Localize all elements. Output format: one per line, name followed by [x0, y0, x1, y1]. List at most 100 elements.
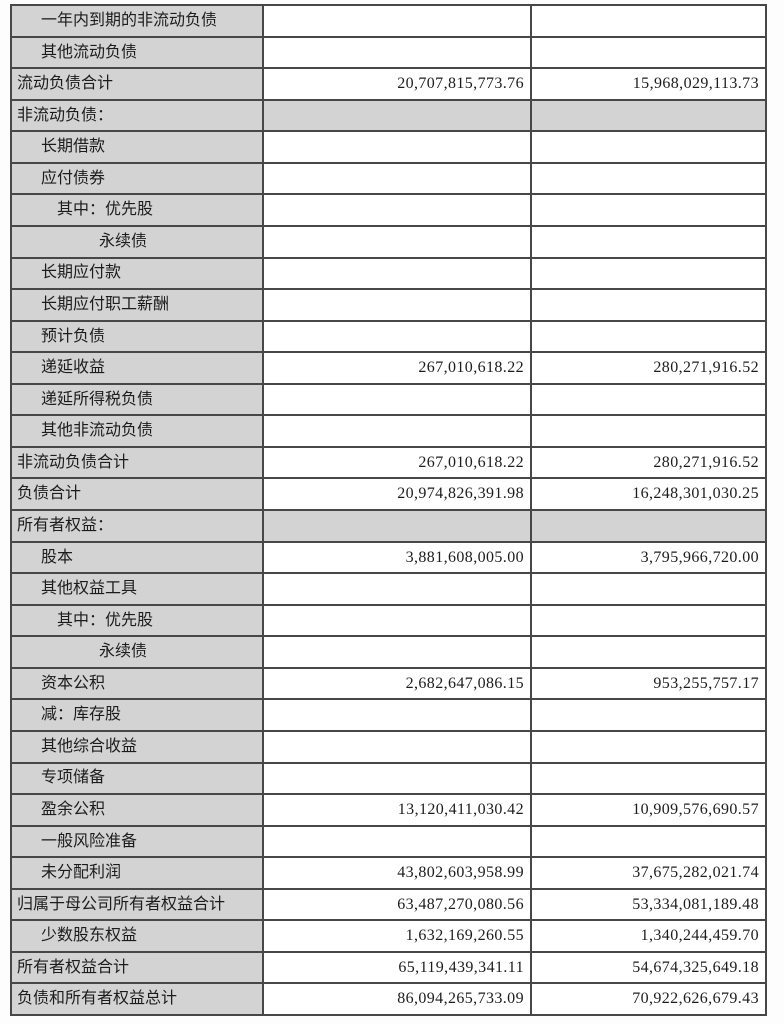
row-value-prior: [530, 414, 767, 448]
row-value-current: [262, 414, 532, 448]
row-value-current: [262, 761, 532, 796]
row-label-cell: 归属于母公司所有者权益合计: [10, 887, 264, 922]
row-value-prior: [530, 603, 767, 638]
row-value-current: [262, 319, 532, 354]
row-label: 其他流动负债: [41, 43, 138, 61]
row-label-cell: 递延所得税负债: [10, 382, 264, 417]
row-label-cell: 其中：优先股: [10, 603, 264, 638]
row-label-cell: 减：库存股: [10, 698, 264, 732]
row-value-prior: [530, 729, 767, 764]
row-label: 非流动负债合计: [17, 453, 130, 471]
table-row: 减：库存股: [10, 698, 767, 732]
row-value-prior: [530, 193, 767, 227]
row-label: 未分配利润: [41, 864, 122, 882]
table-row: 非流动负债：: [10, 98, 767, 133]
table-row: 负债和所有者权益总计 86,094,265,733.09 70,922,626,…: [10, 982, 767, 1016]
table-row: 所有者权益：: [10, 509, 767, 543]
row-value-current: [262, 382, 532, 417]
row-label: 长期应付职工薪酬: [41, 296, 170, 314]
row-value-prior: [530, 509, 767, 543]
row-value-current: [262, 824, 532, 859]
table-row: 递延收益 267,010,618.22 280,271,916.52: [10, 351, 767, 385]
row-value-prior: [530, 98, 767, 133]
row-value-prior: [530, 761, 767, 796]
row-value-prior: [530, 698, 767, 732]
row-value-current: 65,119,439,341.11: [262, 950, 532, 985]
row-label: 股本: [41, 548, 74, 566]
row-value-prior: [530, 824, 767, 859]
row-value-current: [262, 635, 532, 669]
row-label-cell: 专项储备: [10, 761, 264, 796]
table-row: 一般风险准备: [10, 824, 767, 859]
row-value-current: [262, 603, 532, 638]
row-label-cell: 递延收益: [10, 351, 264, 385]
row-value-current: 267,010,618.22: [262, 445, 532, 480]
table-row: 其中：优先股: [10, 603, 767, 638]
row-label: 递延收益: [41, 359, 106, 377]
row-label-cell: 盈余公积: [10, 793, 264, 827]
table-row: 所有者权益合计 65,119,439,341.11 54,674,325,649…: [10, 950, 767, 985]
row-value-current: [262, 193, 532, 227]
row-value-current: [262, 288, 532, 322]
balance-sheet-body: 一年内到期的非流动负债 其他流动负债 流动负债合计 20,707,815,773…: [10, 4, 767, 1016]
row-label-cell: 应付债券: [10, 161, 264, 196]
table-row: 流动负债合计 20,707,815,773.76 15,968,029,113.…: [10, 67, 767, 101]
row-label-cell: 长期借款: [10, 130, 264, 164]
row-value-prior: 16,248,301,030.25: [530, 477, 767, 511]
table-row: 预计负债: [10, 319, 767, 354]
table-row: 其他流动负债: [10, 35, 767, 70]
row-label: 专项储备: [41, 769, 106, 787]
row-value-prior: 15,968,029,113.73: [530, 67, 767, 101]
row-value-prior: 54,674,325,649.18: [530, 950, 767, 985]
row-value-current: [262, 729, 532, 764]
row-label-cell: 资本公积: [10, 666, 264, 701]
row-value-prior: 10,909,576,690.57: [530, 793, 767, 827]
table-row: 永续债: [10, 635, 767, 669]
table-row: 未分配利润 43,802,603,958.99 37,675,282,021.7…: [10, 856, 767, 890]
row-label-cell: 预计负债: [10, 319, 264, 354]
row-label-cell: 非流动负债合计: [10, 445, 264, 480]
row-value-current: [262, 98, 532, 133]
row-label: 其中：优先股: [57, 201, 154, 219]
row-label-cell: 永续债: [10, 224, 264, 259]
row-label-cell: 其他非流动负债: [10, 414, 264, 448]
row-value-current: [262, 698, 532, 732]
row-label: 所有者权益合计: [17, 958, 130, 976]
row-label-cell: 非流动负债：: [10, 98, 264, 133]
row-value-current: [262, 509, 532, 543]
row-label-cell: 未分配利润: [10, 856, 264, 890]
row-label-cell: 股本: [10, 540, 264, 575]
table-row: 专项储备: [10, 761, 767, 796]
row-value-prior: [530, 319, 767, 354]
row-value-prior: 953,255,757.17: [530, 666, 767, 701]
row-value-current: 3,881,608,005.00: [262, 540, 532, 575]
row-label-cell: 流动负债合计: [10, 67, 264, 101]
row-label: 预计负债: [41, 327, 106, 345]
row-value-current: 1,632,169,260.55: [262, 919, 532, 953]
row-value-current: 63,487,270,080.56: [262, 887, 532, 922]
row-value-current: [262, 572, 532, 606]
row-label-cell: 永续债: [10, 635, 264, 669]
row-value-current: [262, 224, 532, 259]
row-label: 减：库存股: [41, 706, 122, 724]
row-label-cell: 负债合计: [10, 477, 264, 511]
table-row: 少数股东权益 1,632,169,260.55 1,340,244,459.70: [10, 919, 767, 953]
row-value-prior: 3,795,966,720.00: [530, 540, 767, 575]
table-row: 长期应付款: [10, 256, 767, 291]
table-row: 股本 3,881,608,005.00 3,795,966,720.00: [10, 540, 767, 575]
row-label: 其他权益工具: [41, 580, 138, 598]
row-value-prior: [530, 635, 767, 669]
row-label-cell: 负债和所有者权益总计: [10, 982, 264, 1016]
row-label: 应付债券: [41, 169, 106, 187]
row-label-cell: 长期应付款: [10, 256, 264, 291]
row-label-cell: 所有者权益合计: [10, 950, 264, 985]
row-label: 盈余公积: [41, 801, 106, 819]
row-label: 其中：优先股: [57, 611, 154, 629]
table-row: 长期借款: [10, 130, 767, 164]
table-row: 应付债券: [10, 161, 767, 196]
row-value-prior: 280,271,916.52: [530, 445, 767, 480]
table-row: 长期应付职工薪酬: [10, 288, 767, 322]
row-label: 其他综合收益: [41, 737, 138, 755]
table-row: 其他权益工具: [10, 572, 767, 606]
